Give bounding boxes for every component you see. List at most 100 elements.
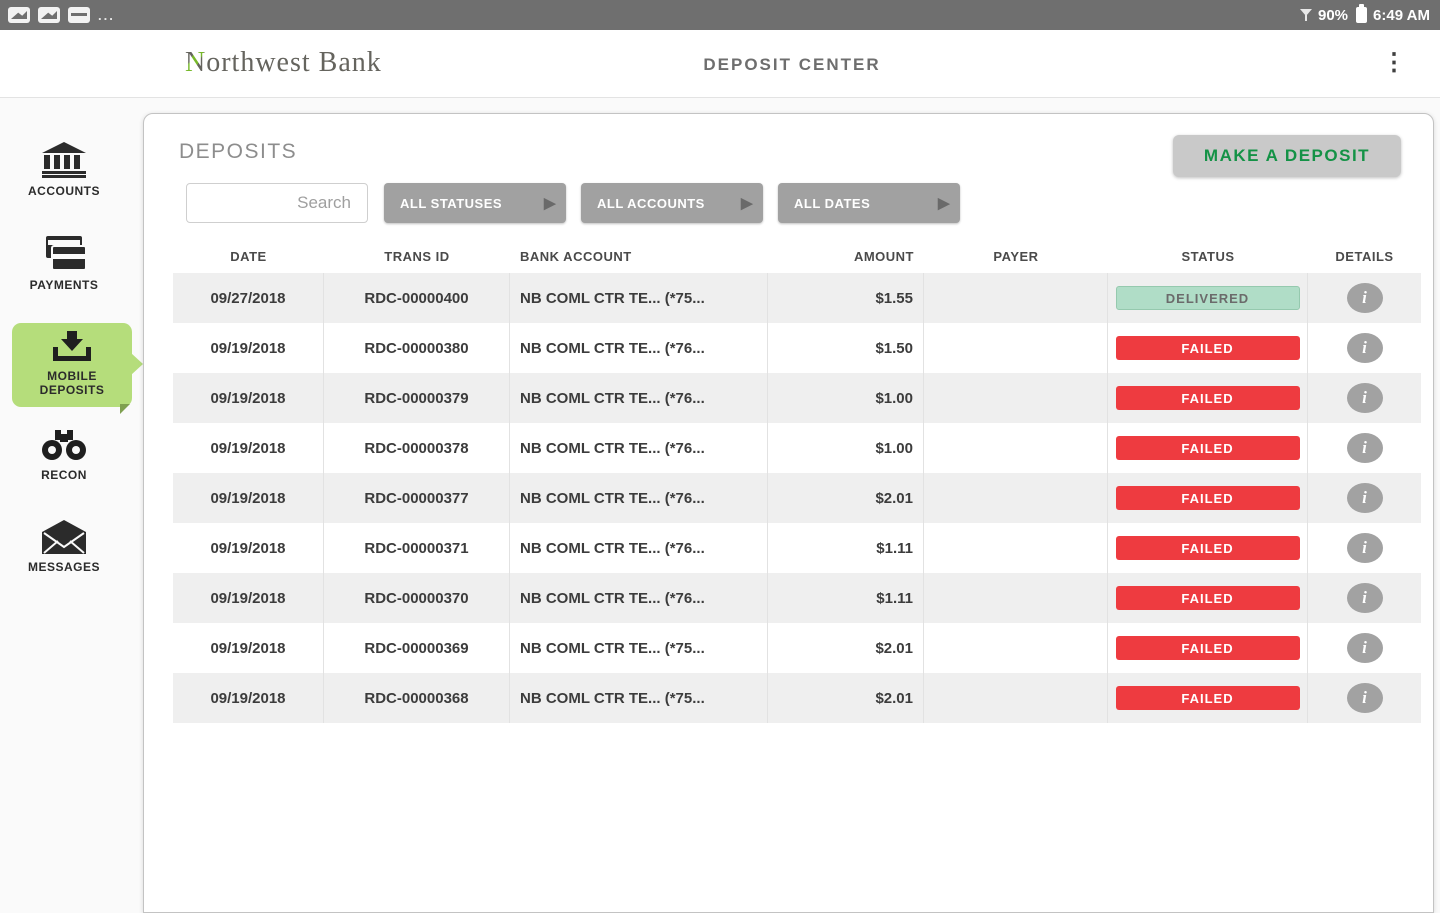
all-statuses-filter-button[interactable]: ALL STATUSES ▶ bbox=[384, 183, 566, 223]
sidebar-item-label: MESSAGES bbox=[27, 560, 100, 574]
clock: 6:49 AM bbox=[1373, 6, 1430, 24]
bank-account-cell: NB COML CTR TE... (*75... bbox=[510, 623, 768, 673]
table-row: 09/19/2018 RDC-00000380 NB COML CTR TE..… bbox=[173, 323, 1421, 373]
amount-cell: $1.11 bbox=[768, 573, 924, 623]
payer-cell bbox=[924, 473, 1108, 523]
filter-label: ALL ACCOUNTS bbox=[597, 195, 705, 211]
column-header-details: DETAILS bbox=[1335, 248, 1394, 264]
payer-cell bbox=[924, 623, 1108, 673]
column-header-date: DATE bbox=[230, 248, 267, 264]
sidebar-item-label: MOBILE DEPOSITS bbox=[39, 369, 105, 397]
credit-cards-icon bbox=[0, 236, 128, 272]
bank-account-cell: NB COML CTR TE... (*76... bbox=[510, 423, 768, 473]
trans-id-cell: RDC-00000378 bbox=[324, 423, 510, 473]
date-cell: 09/19/2018 bbox=[173, 373, 324, 423]
sidebar-item-payments[interactable]: PAYMENTS bbox=[0, 236, 128, 292]
deposit-download-icon bbox=[12, 331, 132, 365]
trans-id-cell: RDC-00000400 bbox=[324, 273, 510, 323]
sidebar-item-label: PAYMENTS bbox=[29, 278, 99, 292]
sidebar-item-mobile-deposits[interactable]: MOBILE DEPOSITS bbox=[12, 323, 143, 414]
status-badge: FAILED bbox=[1115, 686, 1300, 710]
binoculars-icon bbox=[0, 428, 128, 462]
details-info-button[interactable]: i bbox=[1346, 483, 1383, 513]
date-cell: 09/19/2018 bbox=[173, 673, 324, 723]
details-info-button[interactable]: i bbox=[1346, 283, 1383, 313]
payer-cell bbox=[924, 373, 1108, 423]
envelope-icon bbox=[0, 520, 128, 554]
details-info-button[interactable]: i bbox=[1346, 583, 1383, 613]
sidebar-item-accounts[interactable]: ACCOUNTS bbox=[0, 142, 128, 198]
details-info-button[interactable]: i bbox=[1346, 683, 1383, 713]
column-header-payer: PAYER bbox=[993, 248, 1039, 264]
status-badge: FAILED bbox=[1115, 336, 1300, 360]
battery-percent: 90% bbox=[1318, 6, 1349, 24]
sidebar-item-label: ACCOUNTS bbox=[28, 184, 100, 198]
payer-cell bbox=[924, 523, 1108, 573]
date-cell: 09/19/2018 bbox=[173, 423, 324, 473]
sidebar-item-messages[interactable]: MESSAGES bbox=[0, 520, 128, 574]
all-accounts-filter-button[interactable]: ALL ACCOUNTS ▶ bbox=[581, 183, 763, 223]
overflow-menu-icon[interactable]: ⋮ bbox=[1382, 49, 1406, 76]
status-badge: FAILED bbox=[1115, 636, 1300, 660]
trans-id-cell: RDC-00000369 bbox=[324, 623, 510, 673]
column-header-amount: AMOUNT bbox=[853, 248, 914, 264]
trans-id-cell: RDC-00000379 bbox=[324, 373, 510, 423]
amount-cell: $1.55 bbox=[768, 273, 924, 323]
filter-label: ALL STATUSES bbox=[400, 195, 503, 211]
table-row: 09/19/2018 RDC-00000369 NB COML CTR TE..… bbox=[173, 623, 1421, 673]
bank-account-cell: NB COML CTR TE... (*75... bbox=[510, 273, 768, 323]
app-header: Northwest Bank DEPOSIT CENTER ⋮ bbox=[0, 30, 1440, 98]
bank-account-cell: NB COML CTR TE... (*76... bbox=[510, 473, 768, 523]
bank-icon bbox=[0, 142, 128, 178]
payer-cell bbox=[924, 323, 1108, 373]
details-info-button[interactable]: i bbox=[1346, 333, 1383, 363]
table-row: 09/27/2018 RDC-00000400 NB COML CTR TE..… bbox=[173, 273, 1421, 323]
alarm-status-icon bbox=[1300, 8, 1312, 22]
details-info-button[interactable]: i bbox=[1346, 633, 1383, 663]
date-cell: 09/19/2018 bbox=[173, 573, 324, 623]
bank-account-cell: NB COML CTR TE... (*76... bbox=[510, 523, 768, 573]
details-info-button[interactable]: i bbox=[1346, 433, 1383, 463]
trans-id-cell: RDC-00000371 bbox=[324, 523, 510, 573]
details-info-button[interactable]: i bbox=[1346, 533, 1383, 563]
android-status-bar: ... 90% 6:49 AM bbox=[0, 0, 1440, 30]
payer-cell bbox=[924, 423, 1108, 473]
status-badge: FAILED bbox=[1115, 486, 1300, 510]
amount-cell: $2.01 bbox=[768, 473, 924, 523]
battery-icon bbox=[1356, 4, 1368, 23]
table-body: 09/27/2018 RDC-00000400 NB COML CTR TE..… bbox=[173, 273, 1421, 723]
payer-cell bbox=[924, 673, 1108, 723]
date-cell: 09/19/2018 bbox=[173, 523, 324, 573]
screenshot-notification-icon bbox=[8, 7, 30, 23]
brand-logo: Northwest Bank bbox=[185, 47, 382, 79]
filter-label: ALL DATES bbox=[794, 195, 871, 211]
bank-account-cell: NB COML CTR TE... (*76... bbox=[510, 373, 768, 423]
amount-cell: $2.01 bbox=[768, 673, 924, 723]
date-cell: 09/19/2018 bbox=[173, 623, 324, 673]
deposits-table: DATE TRANS ID BANK ACCOUNT AMOUNT PAYER … bbox=[173, 241, 1421, 723]
date-cell: 09/19/2018 bbox=[173, 473, 324, 523]
details-info-button[interactable]: i bbox=[1346, 383, 1383, 413]
trans-id-cell: RDC-00000370 bbox=[324, 573, 510, 623]
make-a-deposit-button[interactable]: MAKE A DEPOSIT bbox=[1173, 135, 1401, 177]
search-input[interactable] bbox=[186, 183, 368, 223]
dropdown-arrow-icon: ▶ bbox=[740, 195, 753, 212]
message-notification-icon bbox=[68, 7, 90, 23]
page-title: DEPOSIT CENTER bbox=[703, 55, 881, 74]
all-dates-filter-button[interactable]: ALL DATES ▶ bbox=[778, 183, 960, 223]
trans-id-cell: RDC-00000377 bbox=[324, 473, 510, 523]
table-header-row: DATE TRANS ID BANK ACCOUNT AMOUNT PAYER … bbox=[173, 241, 1421, 271]
amount-cell: $2.01 bbox=[768, 623, 924, 673]
status-badge: FAILED bbox=[1115, 386, 1300, 410]
amount-cell: $1.11 bbox=[768, 523, 924, 573]
table-row: 09/19/2018 RDC-00000368 NB COML CTR TE..… bbox=[173, 673, 1421, 723]
trans-id-cell: RDC-00000368 bbox=[324, 673, 510, 723]
dropdown-arrow-icon: ▶ bbox=[543, 195, 556, 212]
bank-account-cell: NB COML CTR TE... (*76... bbox=[510, 573, 768, 623]
table-row: 09/19/2018 RDC-00000377 NB COML CTR TE..… bbox=[173, 473, 1421, 523]
payer-cell bbox=[924, 573, 1108, 623]
table-row: 09/19/2018 RDC-00000370 NB COML CTR TE..… bbox=[173, 573, 1421, 623]
sidebar-item-recon[interactable]: RECON bbox=[0, 428, 128, 482]
deposits-panel: DEPOSITS MAKE A DEPOSIT ALL STATUSES ▶ A… bbox=[143, 113, 1434, 913]
brand-text: orthwest Bank bbox=[206, 47, 382, 78]
